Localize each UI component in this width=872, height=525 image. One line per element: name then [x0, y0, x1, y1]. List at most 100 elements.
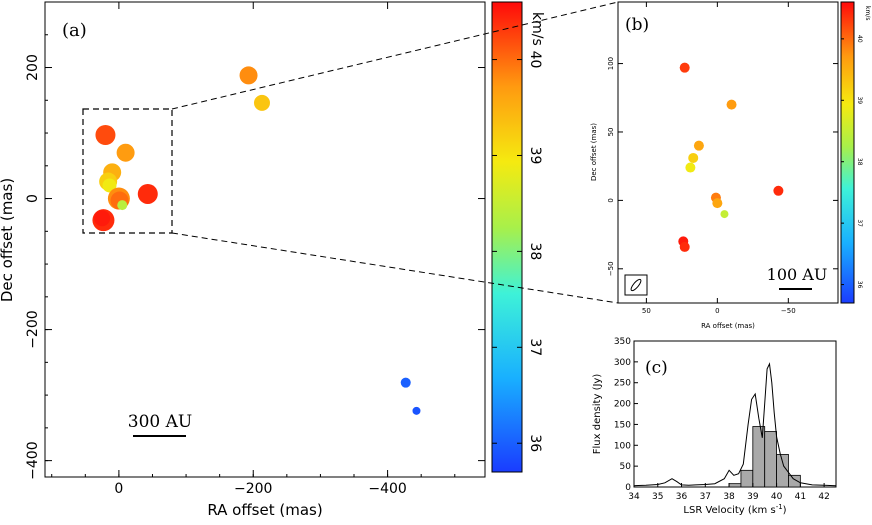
maser-spot-a — [400, 377, 411, 388]
maser-spot-b — [685, 162, 696, 173]
panel-b-colorbar-ticks: 36 37 38 39 40 — [841, 35, 863, 289]
panel-a-colorbar-tick-label: 39 — [527, 147, 543, 165]
histogram-bar — [740, 469, 754, 488]
panel-a-ytick-label: −400 — [25, 441, 41, 479]
panel-a-colorbar-ticks: 36 37 38 39 40 — [492, 51, 543, 452]
panel-b-colorbar-tick-label: 37 — [856, 219, 863, 227]
panel-b-colorbar-tick-label: 36 — [856, 281, 863, 289]
panel-c-ytick-label: 250 — [614, 379, 631, 389]
panel-c-xtick-label: 37 — [700, 492, 711, 502]
panel-c-tick-labels: 34 35 36 37 38 39 40 41 42 0 50 100 150 200 250 300 350 — [614, 337, 830, 502]
maser-spot-a — [102, 178, 117, 193]
panel-a-xtick-label: −400 — [368, 481, 406, 497]
maser-spot-a — [137, 183, 158, 204]
panel-a-colorbar-tick-label: 37 — [527, 338, 543, 356]
panel-c-label: (c) — [645, 358, 668, 378]
panel-a-frame — [44, 1, 486, 478]
histogram-bar — [764, 431, 777, 488]
panel-c: (c) 34 35 36 37 38 39 40 41 42 0 50 100 150 200 250 300… — [592, 337, 837, 516]
panel-b-colorbar-tick-label: 39 — [856, 96, 863, 104]
zoom-connector-bottom — [171, 232, 619, 304]
maser-spot-b — [773, 185, 784, 196]
panel-a-colorbar-tick-label: 40 — [527, 51, 543, 69]
panel-a-scalebar-label: 300 AU — [128, 412, 192, 432]
maser-spot-a — [412, 406, 421, 415]
panel-a-ticks — [45, 2, 485, 477]
panel-b-colorbar-unit: km/s — [864, 6, 871, 20]
panel-b-ytick-label: −50 — [607, 261, 615, 276]
panel-c-ytick-label: 150 — [614, 420, 631, 430]
panel-c-xlabel-text: LSR Velocity (km s — [683, 505, 775, 516]
beam-ellipse — [630, 278, 642, 292]
histogram-bar — [728, 483, 742, 488]
panel-c-xtick-label: 39 — [747, 492, 759, 502]
panel-b-ytick-label: 50 — [607, 128, 615, 137]
panel-b-scalebar-label: 100 AU — [767, 265, 828, 284]
maser-spot-b — [712, 198, 723, 209]
maser-spot-b — [720, 210, 729, 219]
maser-spot-a — [117, 200, 128, 211]
panel-a-points — [92, 66, 421, 415]
panel-c-ytick-label: 300 — [614, 358, 631, 368]
panel-a: (a) 0 −200 −400 200 0 −200 −400 RA offset (mas… — [0, 1, 545, 519]
maser-spot-b — [679, 241, 690, 252]
panel-b-ytick-label: 100 — [607, 57, 615, 70]
maser-spot-b — [688, 152, 699, 163]
panel-b-colorbar-tick-label: 40 — [856, 35, 863, 43]
panel-b-xtick-label: 50 — [642, 307, 651, 315]
maser-spot-a — [239, 66, 258, 85]
panel-a-ytick-label: 200 — [25, 54, 41, 81]
zoom-connector-top — [171, 1, 619, 110]
panel-a-xtick-label: −200 — [234, 481, 272, 497]
panel-c-ytick-label: 200 — [614, 400, 631, 410]
beam-box — [624, 274, 648, 296]
panel-c-ticks — [633, 340, 825, 488]
histogram-bar — [788, 474, 801, 488]
panel-c-xtick-label: 35 — [652, 492, 663, 502]
panel-a-colorbar-tick-label: 36 — [527, 434, 543, 452]
panel-a-ytick-label: −200 — [25, 310, 41, 348]
maser-spot-b — [693, 140, 704, 151]
panel-b-ytick-label: 0 — [607, 198, 615, 202]
panel-a-colorbar — [491, 1, 523, 473]
maser-spot-a — [116, 143, 135, 162]
panel-c-xtick-label: 41 — [795, 492, 806, 502]
panel-b-ticks — [618, 2, 838, 303]
panel-c-spectrum-line — [633, 362, 837, 487]
panel-b-ylabel: Dec offset (mas) — [590, 123, 598, 181]
panel-b-colorbar — [840, 1, 855, 304]
panel-c-xtick-label: 36 — [676, 492, 688, 502]
panel-c-xlabel-end: ) — [783, 505, 787, 516]
panel-a-colorbar-unit: km/s — [529, 12, 545, 46]
panel-b-points — [678, 62, 784, 252]
maser-spot-a — [253, 94, 270, 111]
panel-c-bars — [728, 426, 801, 488]
panel-c-ylabel: Flux density (Jy) — [592, 374, 603, 455]
panel-c-xtick-label: 40 — [771, 492, 783, 502]
panel-a-tick-labels: 0 −200 −400 200 0 −200 −400 — [25, 54, 407, 497]
panel-b-colorbar-tick-label: 38 — [856, 158, 863, 166]
panel-c-xtick-label: 42 — [818, 492, 829, 502]
panel-a-label: (a) — [62, 20, 87, 41]
panel-a-xtick-label: 0 — [114, 481, 123, 497]
panel-c-ytick-label: 100 — [614, 441, 631, 451]
maser-spot-a — [94, 210, 111, 227]
panel-c-xtick-label: 34 — [628, 492, 640, 502]
panel-c-ytick-label: 0 — [625, 483, 631, 493]
maser-spot-b — [679, 62, 690, 73]
panel-c-xlabel: LSR Velocity (km s-1) — [683, 503, 786, 516]
zoom-box — [82, 108, 173, 234]
panel-c-xlabel-sup: -1 — [776, 503, 783, 511]
panel-b-xlabel: RA offset (mas) — [701, 322, 755, 330]
panel-c-ytick-label: 350 — [614, 337, 631, 347]
histogram-bar — [776, 454, 789, 488]
panel-b-frame — [617, 1, 839, 304]
panel-a-colorbar-tick-label: 38 — [527, 242, 543, 260]
panel-c-ytick-label: 50 — [620, 462, 632, 472]
maser-spot-a — [95, 125, 116, 145]
panel-b: (b) 50 0 −50 100 50 0 −50 RA offset (mas) Dec … — [590, 1, 871, 330]
panel-b-xtick-label: 0 — [715, 307, 719, 315]
maser-spot-b — [726, 99, 737, 110]
panel-a-ytick-label: 0 — [25, 194, 41, 203]
